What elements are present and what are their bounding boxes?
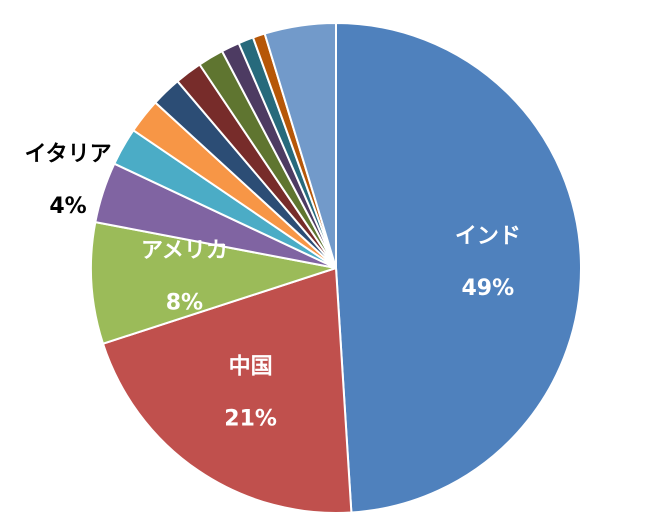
pie-slice <box>90 220 337 345</box>
slice-label: アメリカ <box>141 239 228 264</box>
slice-label: イタリア <box>24 142 111 167</box>
pie-slice <box>101 266 353 514</box>
data-label: 21% <box>224 407 277 432</box>
data-label: 4% <box>49 194 86 219</box>
slice-label: インド <box>455 224 521 249</box>
data-label: 8% <box>166 291 203 316</box>
pie-slice <box>263 21 337 269</box>
slice-label: 中国 <box>229 355 273 380</box>
data-label: 49% <box>461 276 514 301</box>
pie-slice <box>335 21 582 514</box>
